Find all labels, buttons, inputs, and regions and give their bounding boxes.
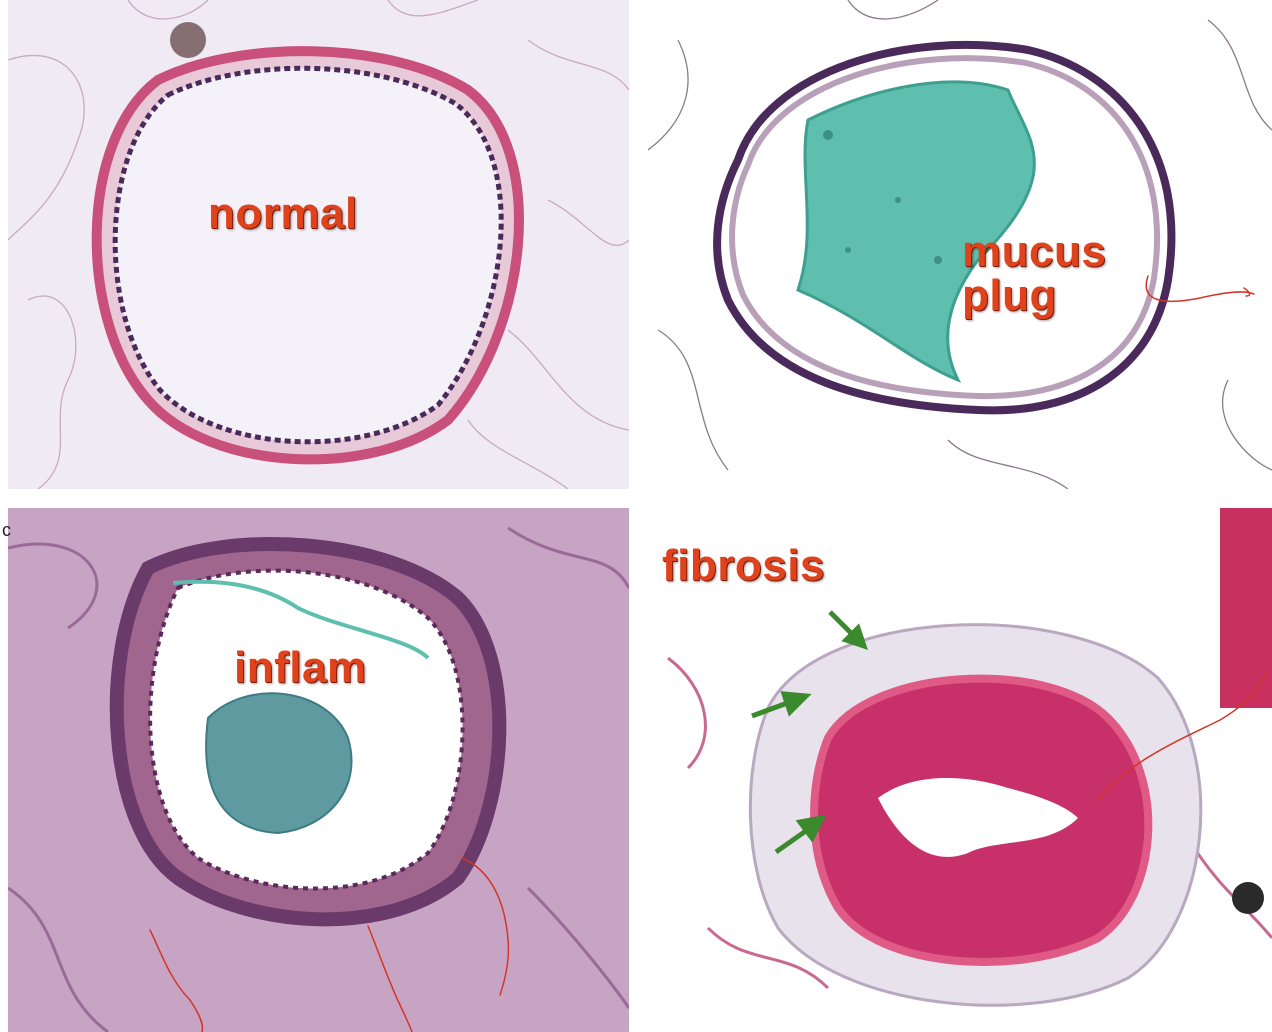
inflammation-image xyxy=(8,508,629,1032)
fibrosis-label: fibrosis xyxy=(650,538,839,598)
mucus-plug-panel: mucus plug xyxy=(648,0,1272,489)
mucus-plug-label: mucus plug xyxy=(962,230,1106,318)
mucus-label-line1: mucus xyxy=(962,227,1107,276)
mucus-label-line2: plug xyxy=(962,271,1057,320)
inflam-label: inflam xyxy=(234,643,367,692)
fibrosis-image xyxy=(648,508,1272,1032)
mucus-plug-image xyxy=(648,0,1272,489)
normal-label: normal xyxy=(208,189,358,238)
panel-letter-c: c xyxy=(2,520,11,540)
normal-airway-panel: normal xyxy=(8,0,629,489)
inflammation-panel: inflam xyxy=(8,508,629,1032)
fibrosis-panel: fibrosis xyxy=(648,508,1272,1032)
normal-airway-image xyxy=(8,0,629,489)
